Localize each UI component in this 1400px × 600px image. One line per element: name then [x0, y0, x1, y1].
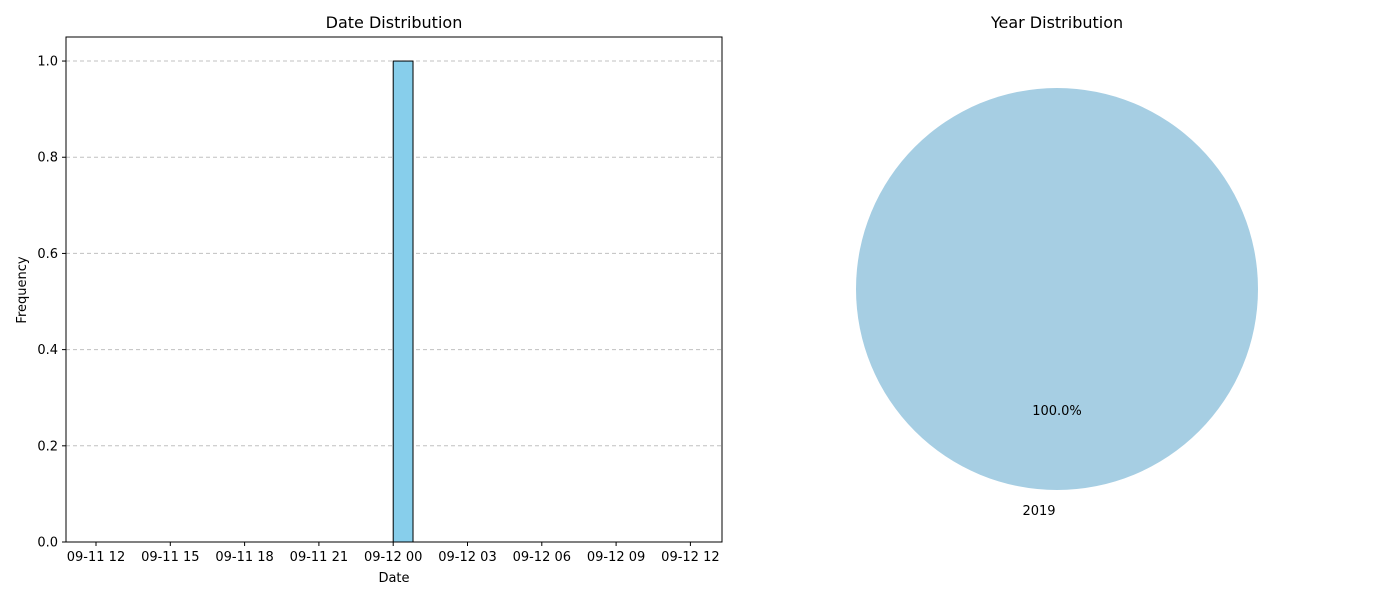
x-ticks: 09-11 12 09-11 15 09-11 18 09-11 21 09-12 00… [67, 542, 720, 565]
x-tick-label: 09-11 12 [67, 550, 125, 565]
pie: 2019 100.0% [856, 88, 1258, 519]
x-tick-label: 09-11 15 [141, 550, 199, 565]
y-tick-label: 0.2 [37, 439, 58, 454]
y-gridlines [66, 60, 722, 447]
x-tick-label: 09-12 00 [364, 550, 422, 565]
y-tick-label: 0.4 [37, 343, 58, 358]
date-distribution-chart: Date Distribution 0.0 0.2 0.4 0.6 0.8 1.0 09-… [15, 13, 723, 586]
histogram-bar [392, 60, 414, 543]
year-distribution-chart: Year Distribution 2019 100.0% [856, 13, 1258, 519]
pie-chart-title: Year Distribution [990, 13, 1123, 32]
bar-chart-title: Date Distribution [326, 13, 463, 32]
y-tick-label: 0.6 [37, 247, 58, 262]
x-tick-label: 09-11 18 [215, 550, 273, 565]
bar-plot-frame [65, 36, 723, 543]
x-tick-label: 09-11 21 [290, 550, 348, 565]
x-tick-label: 09-12 06 [513, 550, 571, 565]
pie-slice-label: 2019 [1022, 504, 1055, 519]
y-axis-label: Frequency [15, 256, 30, 323]
y-tick-label: 0.8 [37, 151, 58, 166]
pie-slice-percent: 100.0% [1032, 404, 1082, 419]
pie-slice [856, 88, 1258, 490]
bars [392, 60, 414, 543]
x-axis-label: Date [378, 571, 409, 586]
y-tick-label: 1.0 [37, 55, 58, 70]
x-tick-label: 09-12 09 [587, 550, 645, 565]
y-ticks: 0.0 0.2 0.4 0.6 0.8 1.0 [37, 55, 66, 551]
x-tick-label: 09-12 12 [661, 550, 719, 565]
y-tick-label: 0.0 [37, 536, 58, 551]
x-tick-label: 09-12 03 [438, 550, 496, 565]
